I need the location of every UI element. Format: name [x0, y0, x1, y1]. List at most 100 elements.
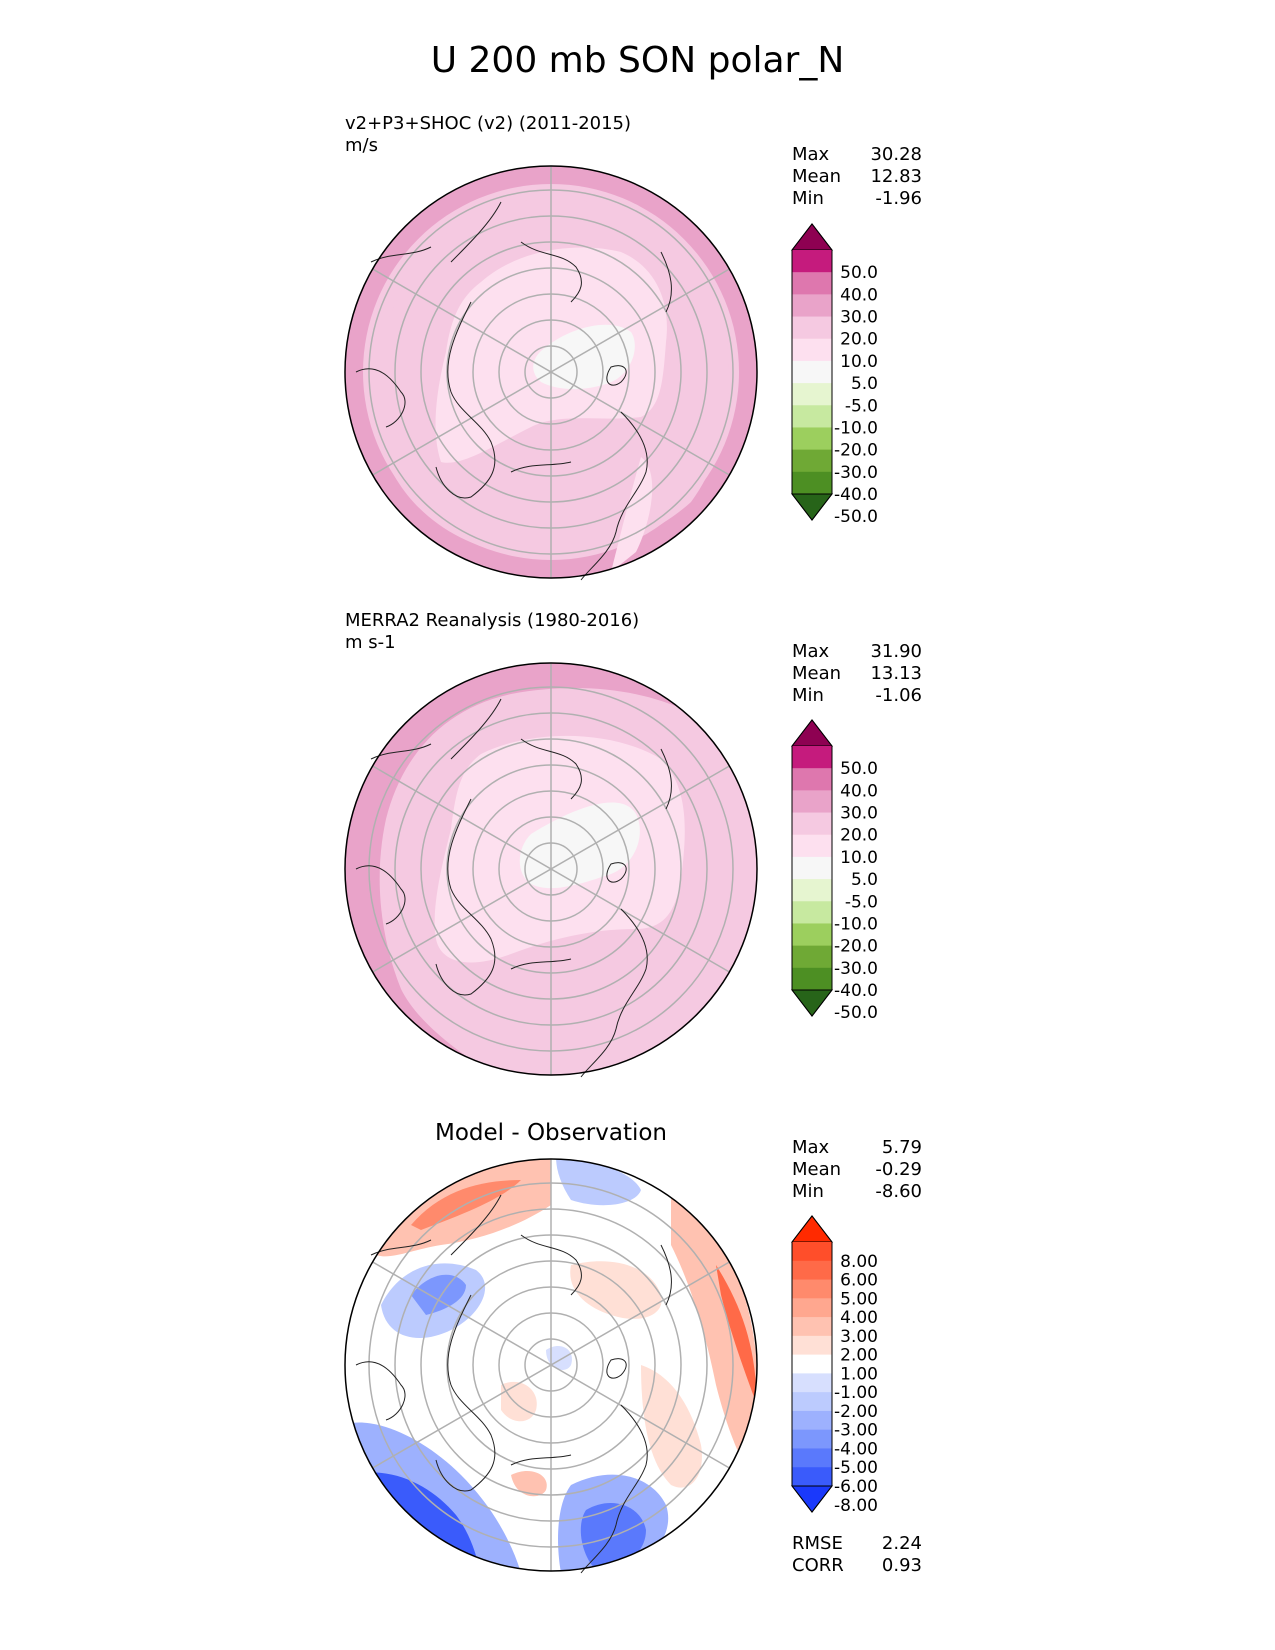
colorbar-segment — [792, 1298, 832, 1318]
positive-anomaly — [570, 1261, 662, 1319]
colorbar-extension-bottom — [790, 493, 834, 521]
colorbar-tick-label: -30.0 — [834, 463, 878, 483]
colorbar-tick-label: -40.0 — [834, 485, 878, 505]
coastlines — [355, 1194, 672, 1574]
stat-label: Min — [792, 685, 824, 706]
stat-label: Mean — [792, 166, 842, 187]
colorbar-tick-label: 50.0 — [840, 759, 878, 779]
coastlines — [355, 698, 672, 1078]
positive-anomaly — [511, 1470, 547, 1497]
colorbar-segment — [792, 879, 832, 902]
colorbar-segment — [792, 250, 832, 273]
colorbar-segment — [792, 1448, 832, 1468]
stat-value: -0.29 — [875, 1159, 922, 1180]
colorbar-segment — [792, 923, 832, 947]
colorbar-outline — [791, 719, 833, 1017]
colorbar-tick-label: 3.00 — [840, 1327, 878, 1347]
panel1-colorbar: 50.040.0 30.020.010.05.0-5.0-10.0 -20.0-30… — [790, 223, 878, 527]
coastlines — [355, 201, 672, 581]
colorbar-tick-label: -50.0 — [834, 507, 878, 527]
colorbar-extension-top — [790, 223, 834, 251]
colorbar-segment — [792, 1373, 832, 1393]
colorbar-segment — [792, 1410, 832, 1431]
zonal-wind-band — [611, 457, 653, 572]
colorbar-segment — [792, 405, 832, 428]
colorbar-tick-label: 40.0 — [840, 781, 878, 801]
map-boundary — [344, 662, 758, 1076]
colorbar-tick-label: -20.0 — [834, 937, 878, 957]
colorbar-segment — [792, 1429, 832, 1449]
colorbar-segment — [792, 360, 832, 384]
colorbar-extension-top — [790, 1215, 834, 1243]
figure-title: U 200 mb SON polar_N — [430, 40, 845, 81]
panel2-units: m s-1 — [345, 632, 396, 653]
colorbar-segment — [792, 790, 832, 814]
stat-label: Min — [792, 188, 824, 209]
colorbar-segment — [792, 1242, 832, 1262]
colorbar-tick-label: 8.00 — [840, 1252, 878, 1272]
colorbar-tick-label: 50.0 — [840, 263, 878, 283]
colorbar-tick-label: -20.0 — [834, 441, 878, 461]
colorbar-tick-label: 2.00 — [840, 1346, 878, 1366]
colorbar-segment — [792, 1260, 832, 1281]
panel2-colorbar: 50.040.0 30.020.010.05.0-5.0-10.0 -20.0-30… — [790, 719, 878, 1023]
colorbar-tick-label: -5.0 — [845, 892, 878, 912]
panel2-stats: Max 31.90 Mean 13.13 Min -1.06 — [792, 641, 922, 707]
colorbar-segment — [792, 768, 832, 791]
colorbar-tick-label: -8.00 — [834, 1496, 878, 1516]
colorbar-tick-label: -50.0 — [834, 1003, 878, 1023]
colorbar-segment — [792, 812, 832, 836]
colorbar-tick-label: -5.0 — [845, 396, 878, 416]
stat-value: 13.13 — [870, 663, 922, 684]
stat-label: Min — [792, 1181, 824, 1202]
colorbar-tick-label: -3.00 — [834, 1421, 878, 1441]
stat-label: Max — [792, 1137, 830, 1158]
stat-value: 30.28 — [870, 144, 922, 165]
colorbar-segment — [792, 856, 832, 880]
colorbar-extension-top — [790, 719, 834, 747]
colorbar-tick-label: -6.00 — [834, 1477, 878, 1497]
colorbar-segment — [792, 449, 832, 473]
map-boundary — [344, 165, 758, 579]
colorbar-segment — [792, 834, 832, 858]
colorbar-tick-label: -1.00 — [834, 1383, 878, 1403]
colorbar-tick-label: -30.0 — [834, 959, 878, 979]
colorbar-segment — [792, 746, 832, 769]
colorbar-extension-bottom — [790, 989, 834, 1017]
colorbar-tick-label: 20.0 — [840, 330, 878, 350]
panel1-polar-map — [344, 165, 758, 581]
stat-value: -1.96 — [875, 188, 922, 209]
panel2-polar-map — [344, 662, 758, 1078]
panel1-stats: Max 30.28 Mean 12.83 Min -1.96 — [792, 144, 922, 210]
colorbar-tick-label: -2.00 — [834, 1402, 878, 1422]
colorbar-segment — [792, 1467, 832, 1487]
negative-anomaly — [411, 1274, 466, 1315]
stat-label: Max — [792, 641, 830, 662]
panel1-title: v2+P3+SHOC (v2) (2011-2015) — [345, 113, 632, 134]
colorbar-tick-label: -5.00 — [834, 1458, 878, 1478]
colorbar-segment — [792, 471, 832, 495]
colorbar-tick-label: 10.0 — [840, 352, 878, 372]
colorbar-tick-label: 5.0 — [851, 870, 878, 890]
colorbar-segment — [792, 967, 832, 991]
colorbar-outline — [791, 223, 833, 521]
colorbar-segment — [792, 901, 832, 924]
metric-label: CORR — [792, 1555, 844, 1576]
metric-value: 2.24 — [881, 1533, 922, 1554]
colorbar-segment — [792, 1392, 832, 1412]
map-boundary — [344, 1158, 758, 1572]
colorbar-segment — [792, 427, 832, 451]
panel1-units: m/s — [345, 135, 378, 156]
colorbar-tick-label: -4.00 — [834, 1439, 878, 1459]
colorbar-tick-label: 30.0 — [840, 804, 878, 824]
colorbar-segment — [792, 316, 832, 340]
panel3-title: Model - Observation — [434, 1120, 668, 1146]
colorbar-outline — [791, 1215, 833, 1513]
colorbar-segment — [792, 338, 832, 362]
stat-value: 12.83 — [870, 166, 922, 187]
metric-value: 0.93 — [881, 1555, 922, 1576]
stat-label: Mean — [792, 1159, 842, 1180]
colorbar-tick-label: 5.00 — [840, 1289, 878, 1309]
panel2-title: MERRA2 Reanalysis (1980-2016) — [345, 610, 640, 631]
panel3-colorbar: 8.006.005.004.003.002.001.00-1.00-2.00-3… — [790, 1215, 878, 1516]
